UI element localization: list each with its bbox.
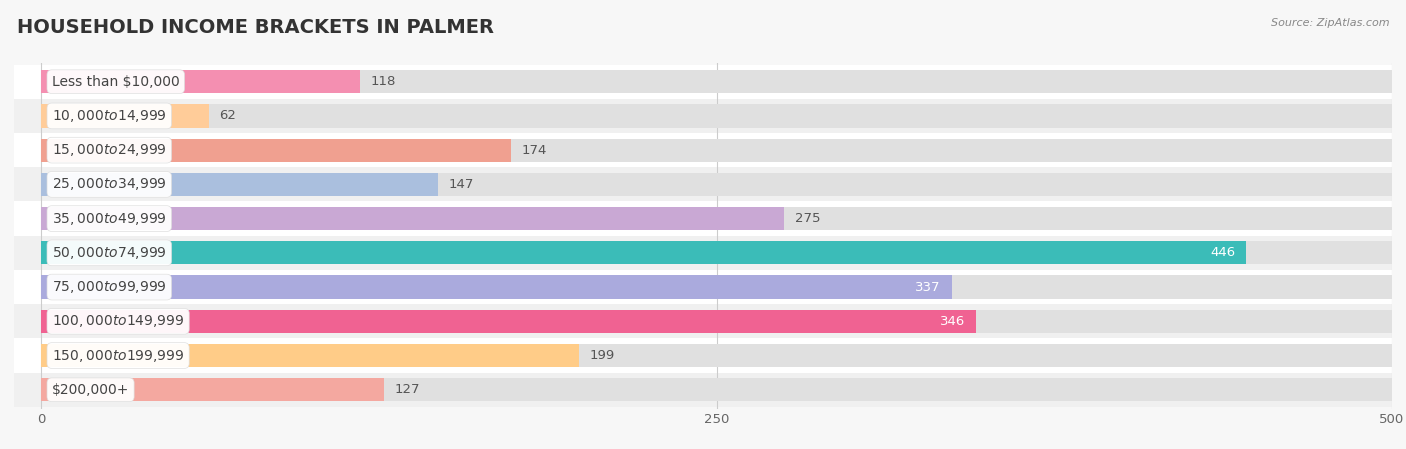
Text: $15,000 to $24,999: $15,000 to $24,999 [52, 142, 167, 158]
Bar [41, 70, 1392, 93]
Bar [14, 65, 1392, 99]
Bar [41, 241, 1246, 264]
Text: 275: 275 [794, 212, 820, 225]
Text: 118: 118 [371, 75, 396, 88]
Text: $200,000+: $200,000+ [52, 383, 129, 397]
Text: $150,000 to $199,999: $150,000 to $199,999 [52, 348, 184, 364]
Bar [41, 344, 1392, 367]
Bar [14, 202, 1392, 236]
Bar [41, 310, 1392, 333]
Bar [14, 167, 1392, 202]
Bar [41, 104, 1392, 128]
Bar [41, 138, 1392, 162]
Text: $10,000 to $14,999: $10,000 to $14,999 [52, 108, 167, 124]
Text: Source: ZipAtlas.com: Source: ZipAtlas.com [1271, 18, 1389, 28]
Text: $35,000 to $49,999: $35,000 to $49,999 [52, 211, 167, 227]
Bar [41, 241, 1392, 264]
Text: $25,000 to $34,999: $25,000 to $34,999 [52, 176, 167, 192]
Bar [41, 138, 512, 162]
Text: 174: 174 [522, 144, 547, 157]
Bar [14, 373, 1392, 407]
Text: Less than $10,000: Less than $10,000 [52, 75, 180, 89]
Bar [14, 99, 1392, 133]
Text: 337: 337 [915, 281, 941, 294]
Bar [41, 378, 384, 401]
Bar [14, 339, 1392, 373]
Bar [41, 378, 1392, 401]
Bar [41, 310, 976, 333]
Bar [14, 236, 1392, 270]
Bar [41, 173, 1392, 196]
Bar [41, 173, 439, 196]
Text: $75,000 to $99,999: $75,000 to $99,999 [52, 279, 167, 295]
Text: 127: 127 [395, 383, 420, 396]
Text: $100,000 to $149,999: $100,000 to $149,999 [52, 313, 184, 329]
Text: 346: 346 [939, 315, 965, 328]
Bar [14, 270, 1392, 304]
Text: HOUSEHOLD INCOME BRACKETS IN PALMER: HOUSEHOLD INCOME BRACKETS IN PALMER [17, 18, 494, 37]
Bar [14, 133, 1392, 167]
Text: 446: 446 [1211, 247, 1236, 260]
Text: 199: 199 [589, 349, 614, 362]
Bar [41, 207, 785, 230]
Bar [41, 207, 1392, 230]
Text: $50,000 to $74,999: $50,000 to $74,999 [52, 245, 167, 261]
Bar [41, 70, 360, 93]
Bar [41, 275, 952, 299]
Bar [14, 304, 1392, 339]
Text: 62: 62 [219, 110, 236, 123]
Bar [41, 104, 208, 128]
Text: 147: 147 [449, 178, 474, 191]
Bar [41, 344, 579, 367]
Bar [41, 275, 1392, 299]
